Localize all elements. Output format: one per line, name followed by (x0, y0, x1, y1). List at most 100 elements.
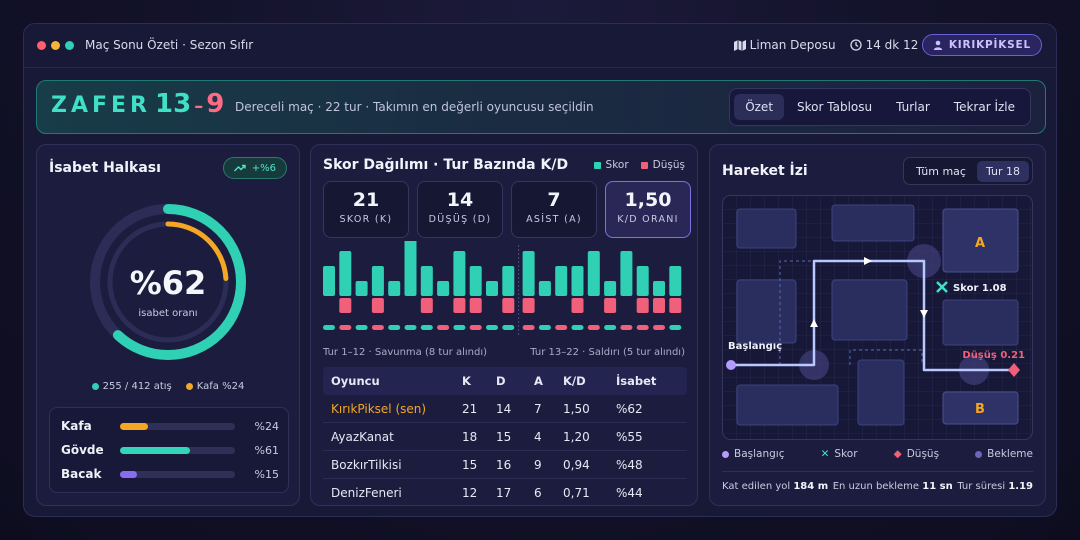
hit-zone-value: %24 (254, 419, 279, 433)
clock-icon (849, 39, 862, 51)
window-controls (37, 41, 74, 50)
tab-rounds[interactable]: Turlar (896, 100, 930, 114)
round-result-marker (486, 325, 498, 330)
result-banner: ZAFER 13–9 Dereceli maç · 22 tur · Takım… (36, 80, 1046, 134)
seg-full-match[interactable]: Tüm maç (916, 164, 966, 178)
score-team-a: 13 (155, 89, 192, 119)
round-time: Tur süresi 1.19 (957, 481, 1033, 492)
close-window-button[interactable] (37, 41, 46, 50)
divider (722, 471, 1033, 472)
accuracy-value: %62 (130, 264, 207, 302)
round-result-marker (420, 325, 433, 330)
player-name: DenizFeneri (331, 486, 402, 500)
tab-replay[interactable]: Tekrar İzle (953, 100, 1015, 114)
table-row[interactable]: BozkırTilkisi 15 16 9 0,94 %48 (323, 451, 687, 479)
kill-bar (669, 266, 682, 296)
duration-info: 14 dk 12 sn (849, 38, 936, 52)
round-result-marker (555, 325, 568, 330)
kill-bar (404, 241, 417, 296)
score-team-b: 9 (206, 89, 225, 119)
kill-bar (555, 266, 568, 296)
stat-value: 21 (352, 189, 380, 211)
longest-wait-label: En uzun bekleme (832, 481, 920, 492)
legend-start-label: Başlangıç (734, 448, 785, 460)
movement-map[interactable]: A B Başlangıç Skor 1.08 Düşüş 0.21 (722, 195, 1033, 440)
seg-round-18[interactable]: Tur 18 (976, 160, 1029, 182)
kill-bar (453, 251, 466, 296)
kill-bar (437, 281, 450, 296)
accuracy-title: İsabet Halkası (49, 160, 161, 176)
kill-x-icon: ✕ (820, 448, 830, 460)
movement-stats: Kat edilen yol 184 m En uzun bekleme 11 … (722, 481, 1033, 492)
player-kills: 12 (462, 486, 478, 500)
player-assists: 6 (534, 486, 542, 500)
stat-label: ASİST (A) (526, 214, 582, 225)
player-assists: 4 (534, 429, 542, 444)
death-bar (453, 298, 466, 313)
death-bar (571, 298, 584, 313)
tab-overview[interactable]: Özet (734, 94, 785, 120)
death-bar (420, 298, 433, 313)
phase-attack-label: Tur 13–22 · Saldırı (5 tur alındı) (530, 347, 685, 358)
round-result-marker (538, 325, 551, 330)
round-kd-chart (323, 241, 682, 337)
legend-wait: Bekleme (975, 448, 1033, 460)
kill-bar (604, 281, 617, 296)
username: KIRIKPİKSEL (948, 39, 1031, 51)
match-summary-window: Maç Sonu Özeti · Sezon Sıfır Liman Depos… (23, 23, 1057, 517)
col-accuracy: İsabet (616, 374, 657, 388)
movement-title: Hareket İzi (722, 163, 808, 179)
round-result-marker (453, 325, 466, 330)
kill-bar (653, 281, 665, 296)
hit-zone-track (120, 446, 235, 454)
death-diamond-icon: ◆ (893, 448, 902, 460)
score-separator: – (194, 96, 204, 117)
kill-bar (502, 266, 515, 296)
view-tabs: Özet Skor Tablosu Turlar Tekrar İzle (729, 88, 1031, 126)
col-assists: A (534, 374, 543, 388)
tab-scoreboard[interactable]: Skor Tablosu (797, 100, 873, 114)
player-deaths: 17 (496, 486, 512, 500)
legend-death: Düşüş (640, 159, 685, 171)
table-header: Oyuncu K D A K/D İsabet (323, 367, 687, 395)
stat-tiles: 21 SKOR (K) 14 DÜŞÜŞ (D) 7 ASİST (A) 1,50 K/… (323, 181, 691, 238)
hit-zone-value: %61 (254, 443, 279, 457)
round-result-marker (620, 325, 633, 330)
legend-kill-label: Skor (605, 159, 629, 171)
path-distance-label: Kat edilen yol (722, 481, 791, 492)
headshot-text: Kafa %24 (196, 381, 245, 392)
kill-bar (522, 251, 535, 296)
player-deaths: 16 (496, 457, 512, 472)
maximize-window-button[interactable] (65, 41, 74, 50)
hit-zone-fill (120, 470, 138, 478)
hit-zone-value: %15 (254, 467, 279, 481)
stat-label: DÜŞÜŞ (D) (428, 214, 492, 225)
table-row[interactable]: KırıkPiksel (sen) 21 14 7 1,50 %62 (323, 395, 687, 423)
hit-zone-name: Gövde (61, 443, 104, 457)
table-row[interactable]: AyazKanat 18 15 4 1,20 %55 (323, 423, 687, 451)
round-result-marker (604, 325, 617, 330)
table-row[interactable]: DenizFeneri 12 17 6 0,71 %44 (323, 479, 687, 507)
col-player: Oyuncu (331, 374, 380, 388)
player-name: KırıkPiksel (sen) (331, 401, 427, 416)
round-result-marker (371, 325, 384, 330)
stat-kd-ratio: 1,50 K/D ORANI (605, 181, 691, 238)
accuracy-card: İsabet Halkası +%6 %62 isabet oranı 255 … (36, 144, 300, 506)
minimize-window-button[interactable] (51, 41, 60, 50)
path-distance: Kat edilen yol 184 m (722, 481, 828, 492)
final-score: 13–9 (155, 89, 224, 119)
player-accuracy: %55 (616, 429, 643, 444)
round-result-marker (323, 325, 335, 330)
result-label: ZAFER (51, 93, 151, 118)
round-result-marker (502, 325, 515, 330)
kill-bar (571, 266, 584, 296)
round-result-marker (587, 325, 600, 330)
start-marker (726, 360, 736, 370)
round-result-marker (571, 325, 584, 330)
site-a (942, 208, 1019, 273)
player-assists: 7 (534, 401, 542, 416)
user-profile-button[interactable]: KIRIKPİKSEL (921, 34, 1042, 56)
kill-bar (469, 266, 482, 296)
player-assists: 9 (534, 457, 542, 472)
player-accuracy: %48 (616, 457, 643, 472)
